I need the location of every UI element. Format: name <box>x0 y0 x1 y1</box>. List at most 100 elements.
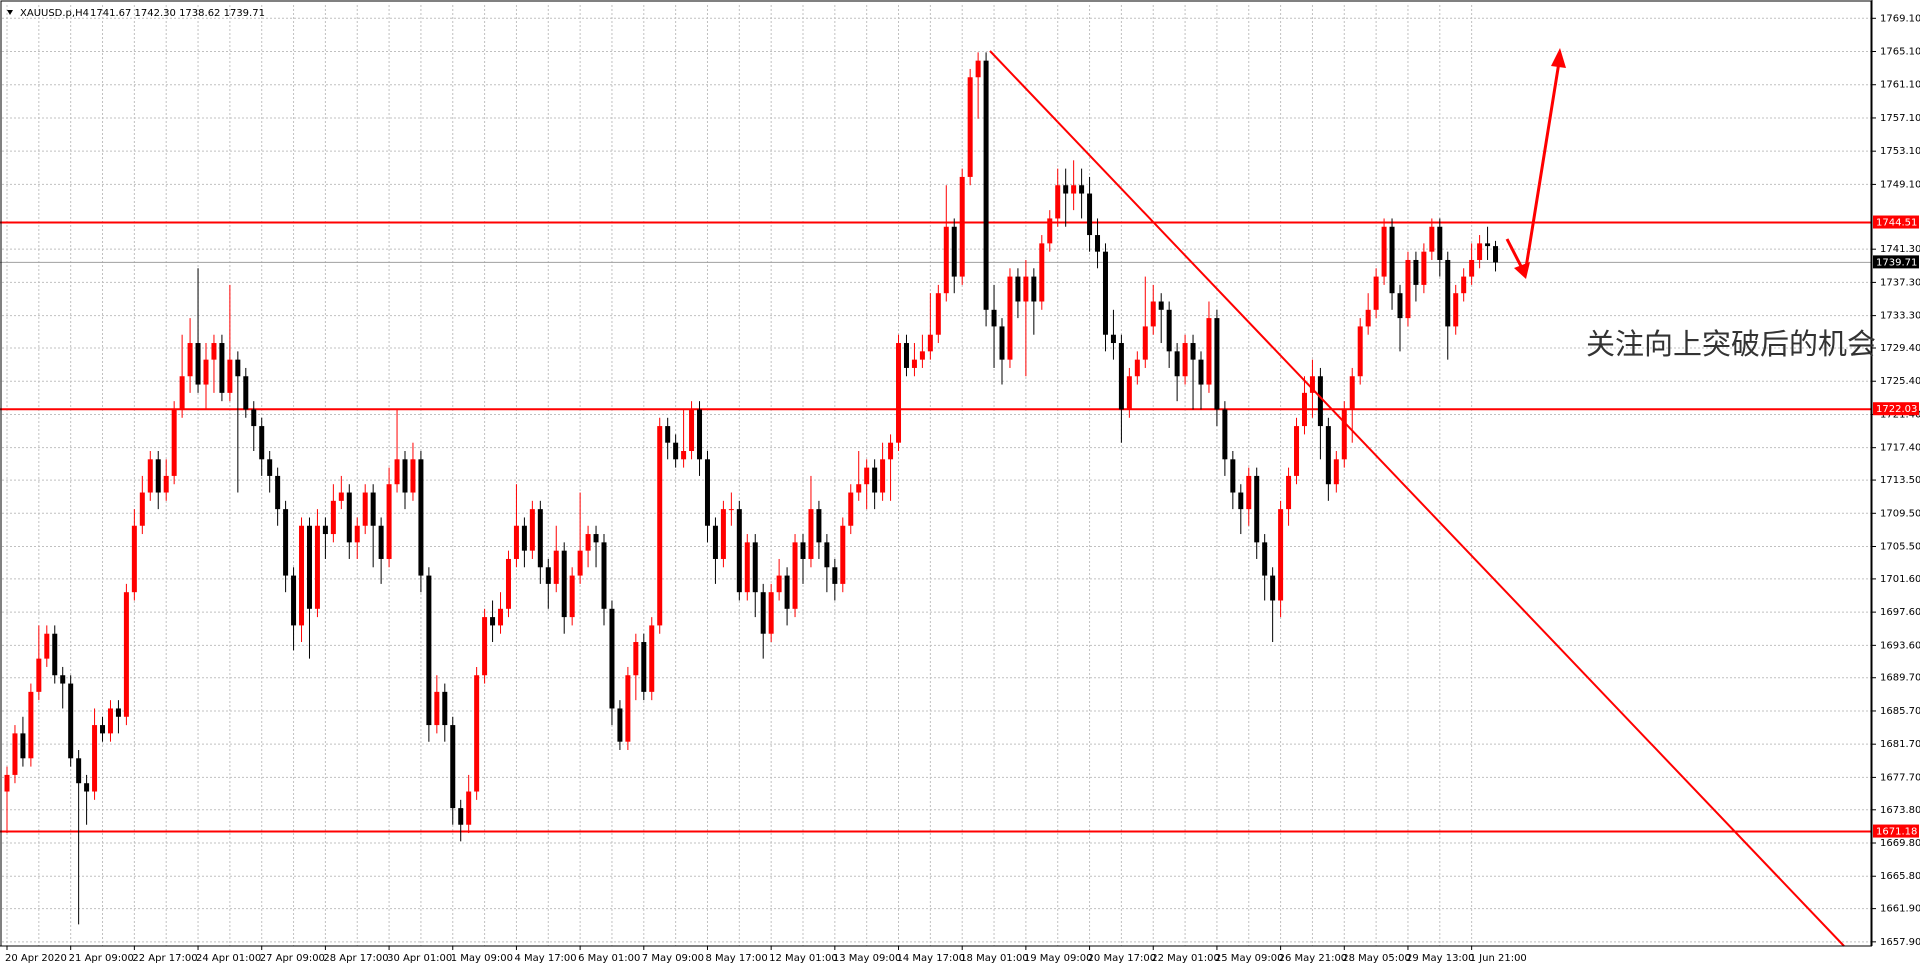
candle-body <box>1095 235 1101 252</box>
candle-body <box>92 725 98 792</box>
trend-line <box>989 50 1845 947</box>
x-tick-label: 1 May 09:00 <box>451 953 513 964</box>
candle-body <box>36 658 42 692</box>
candle-body <box>545 567 551 584</box>
candle-body <box>60 675 66 684</box>
candle-body <box>896 343 902 443</box>
candle-body <box>1023 276 1029 302</box>
candle-body <box>179 376 185 410</box>
x-tick-label: 7 May 09:00 <box>642 953 704 964</box>
candle-body <box>354 525 360 543</box>
y-tick-label: 1729.40 <box>1880 343 1920 354</box>
candle-body <box>1341 409 1347 460</box>
x-tick-label: 12 May 01:00 <box>769 953 838 964</box>
candle-body <box>609 608 615 709</box>
candle-body <box>617 708 623 742</box>
candle-body <box>1477 243 1483 260</box>
x-tick-label: 22 Apr 17:00 <box>132 953 197 964</box>
y-tick-label: 1753.10 <box>1880 146 1920 157</box>
y-tick-label: 1757.10 <box>1880 113 1920 124</box>
candle-body <box>553 550 559 584</box>
candle-body <box>1262 542 1268 576</box>
candle-body <box>52 633 58 676</box>
x-tick-label: 6 May 01:00 <box>578 953 640 964</box>
candle-body <box>505 558 511 609</box>
candle-body <box>521 525 527 551</box>
candle-body <box>1158 301 1164 310</box>
candle-body <box>1063 185 1069 194</box>
candle-body <box>115 708 121 717</box>
candle-body <box>975 60 981 78</box>
candle-body <box>434 691 440 726</box>
candle-body <box>760 592 766 634</box>
candle-body <box>991 309 997 327</box>
candle-body <box>593 534 599 543</box>
candle-body <box>585 534 591 551</box>
candle-body <box>1142 326 1148 360</box>
level-label-box <box>1873 824 1919 838</box>
candle-body <box>442 691 448 726</box>
y-tick-label: 1741.30 <box>1880 244 1920 255</box>
candle-body <box>872 467 878 493</box>
candle-body <box>490 617 496 626</box>
candle-body <box>426 575 432 726</box>
candle-body <box>107 708 113 734</box>
x-tick-label: 1 Jun 21:00 <box>1470 953 1527 964</box>
candle-body <box>776 575 782 593</box>
candle-body <box>1222 409 1228 460</box>
candle-body <box>370 492 376 526</box>
candle-body <box>1031 276 1037 302</box>
candle-body <box>999 326 1005 360</box>
candle-body <box>84 783 90 792</box>
candle-body <box>227 359 233 393</box>
candle-body <box>951 226 957 277</box>
candle-body <box>816 509 822 543</box>
x-tick-label: 30 Apr 01:00 <box>387 953 452 964</box>
candle-body <box>1230 459 1236 493</box>
candle-body <box>649 625 655 692</box>
candle-body <box>131 525 137 593</box>
candle-body <box>378 525 384 559</box>
plot-frame <box>0 0 1872 947</box>
x-tick-label: 22 May 01:00 <box>1151 953 1220 964</box>
candle-body <box>1421 251 1427 285</box>
candle-body <box>657 426 663 626</box>
candle-body <box>1357 326 1363 377</box>
x-tick-label: 19 May 09:00 <box>1024 953 1093 964</box>
candle-body <box>1445 259 1451 327</box>
x-tick-label: 24 Apr 01:00 <box>196 953 261 964</box>
candle-body <box>943 226 949 294</box>
candle-body <box>1309 376 1315 393</box>
candle-body <box>458 808 464 825</box>
candle-body <box>983 60 989 310</box>
candle-body <box>1174 351 1180 377</box>
ohlc-text: 1741.67 1742.30 1738.62 1739.71 <box>90 8 265 19</box>
x-tick-label: 20 May 17:00 <box>1088 953 1157 964</box>
candle-body <box>1301 392 1307 427</box>
annotation: 关注向上突破后的机会 <box>1586 327 1876 361</box>
x-tick-label: 14 May 17:00 <box>897 953 966 964</box>
candle-body <box>450 725 456 809</box>
candle-body <box>967 77 973 177</box>
candle-body <box>1182 343 1188 377</box>
last-price-label: 1739.71 <box>1876 257 1917 268</box>
candle-body <box>394 459 400 485</box>
candle-body <box>1325 426 1331 485</box>
candle-body <box>100 725 106 734</box>
candle-body <box>633 642 639 676</box>
candle-body <box>784 575 790 609</box>
arrow-head <box>1551 48 1566 68</box>
last-price-box <box>1873 255 1919 269</box>
candle-body <box>330 500 336 535</box>
candle-body <box>1047 218 1053 244</box>
candle-body <box>625 675 631 742</box>
candle-body <box>880 459 886 493</box>
x-tick-label: 8 May 17:00 <box>705 953 767 964</box>
candle-body <box>1071 185 1077 194</box>
candle-body <box>1294 426 1300 476</box>
candle-body <box>251 409 257 427</box>
y-tick-label: 1677.70 <box>1880 772 1920 783</box>
y-tick-label: 1697.60 <box>1880 607 1920 618</box>
candle-body <box>513 525 519 559</box>
